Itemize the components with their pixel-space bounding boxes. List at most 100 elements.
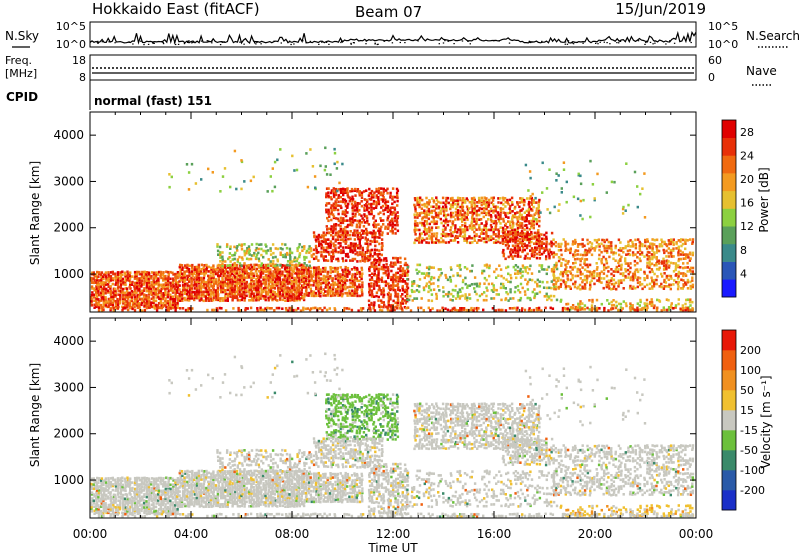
echo-cell [152, 299, 155, 303]
echo-cell [359, 233, 363, 237]
echo-cell [188, 295, 191, 298]
echo-cell [483, 291, 486, 294]
echo-cell [186, 274, 189, 278]
echo-cell [533, 250, 537, 254]
echo-cell [526, 214, 529, 217]
echo-cell [271, 274, 275, 278]
noise-search-dot [328, 43, 330, 45]
echo-cell [554, 282, 558, 286]
echo-cell [133, 297, 137, 301]
echo-cell [228, 252, 232, 255]
echo-cell [521, 264, 525, 267]
echo-cell [176, 281, 180, 284]
echo-cell [200, 290, 203, 294]
echo-cell [202, 276, 206, 280]
echo-cell [317, 237, 320, 241]
echo-cell [396, 194, 399, 197]
echo-cell [514, 286, 517, 289]
echo-cell [461, 201, 464, 204]
echo-cell [490, 235, 493, 238]
echo-cell [260, 294, 263, 298]
echo-cell [528, 244, 532, 248]
echo-cell [538, 224, 541, 228]
echo-cell [391, 213, 394, 216]
echo-cell [361, 281, 364, 284]
echo-cell [327, 250, 330, 254]
echo-cell [472, 217, 476, 221]
echo-cell [354, 288, 357, 291]
echo-cell [473, 207, 476, 210]
noise-search-dot [391, 42, 394, 44]
echo-cell [619, 259, 622, 263]
echo-cell [325, 308, 329, 312]
echo-cell [142, 289, 146, 292]
echo-cell [353, 266, 356, 269]
echo-cell [197, 296, 200, 300]
echo-cell [658, 262, 661, 265]
echo-cell [220, 288, 223, 292]
echo-cell [508, 198, 512, 202]
echo-cell [651, 242, 654, 246]
echo-cell [517, 250, 520, 254]
echo-cell [610, 277, 613, 280]
echo-cell [300, 266, 303, 269]
echo-cell [136, 289, 139, 292]
echo-cell [509, 222, 512, 225]
echo-cell [100, 306, 103, 310]
echo-cell [247, 247, 251, 250]
echo-cell [535, 248, 538, 251]
echo-cell [325, 238, 328, 241]
echo-cell [398, 306, 402, 310]
echo-cell [593, 272, 596, 275]
echo-cell [297, 245, 301, 249]
echo-cell [278, 297, 282, 300]
echo-cell [552, 272, 555, 275]
echo-cell [480, 237, 483, 240]
echo-cell [449, 197, 453, 200]
echo-cell [581, 302, 584, 305]
echo-cell [246, 307, 249, 310]
echo-cell [528, 228, 532, 231]
echo-cell [349, 237, 352, 241]
echo-cell [155, 271, 158, 274]
echo-cell [600, 281, 603, 284]
echo-cell [485, 213, 488, 217]
echo-cell [442, 211, 446, 215]
echo-cell [186, 309, 190, 312]
echo-cell [423, 215, 426, 219]
echo-cell [687, 256, 690, 259]
echo-cell [276, 278, 279, 281]
echo-cell [459, 198, 462, 202]
echo-cell [429, 282, 433, 286]
echo-cell [463, 198, 466, 202]
echo-cell [381, 242, 384, 245]
echo-cell [102, 303, 105, 307]
echo-cell [145, 271, 149, 274]
echo-cell [364, 236, 367, 239]
echo-cell [317, 250, 320, 254]
echo-cell [327, 245, 330, 248]
echo-cell [472, 212, 476, 215]
echo-cell [454, 284, 458, 288]
echo-cell [677, 264, 680, 267]
echo-cell [255, 290, 258, 294]
echo-cell [523, 198, 526, 202]
noise-search-label: N.Search [746, 29, 800, 43]
echo-cell [538, 280, 541, 283]
echo-cell [326, 294, 329, 297]
echo-cell [375, 240, 379, 243]
echo-cell [556, 279, 560, 282]
echo-cell [179, 276, 182, 279]
echo-cell [377, 273, 380, 277]
echo-cell [389, 297, 392, 301]
echo-cell [154, 289, 158, 293]
echo-cell [167, 285, 170, 288]
echo-cell [171, 271, 174, 275]
echo-cell [358, 285, 361, 289]
echo-cell [665, 264, 668, 267]
echo-cell [566, 278, 570, 282]
echo-cell [569, 247, 572, 250]
echo-cell [107, 279, 110, 282]
echo-cell [116, 307, 119, 310]
echo-cell [317, 233, 321, 237]
